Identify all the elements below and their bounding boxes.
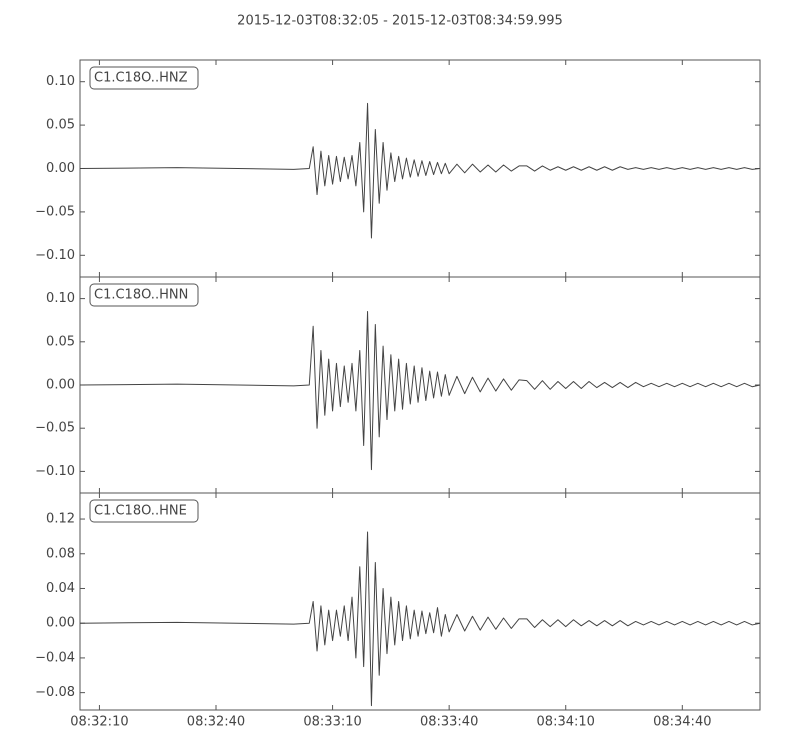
y-tick-label: 0.00 [46, 378, 75, 393]
y-tick-label: 0.00 [46, 161, 75, 176]
legend-label: C1.C18O..HNN [94, 288, 188, 303]
legend-box [89, 66, 199, 90]
x-tick-label: 08:32:40 [187, 715, 245, 730]
y-tick-label: 0.05 [46, 118, 75, 133]
panel-frame [79, 492, 761, 711]
y-tick-label: −0.04 [35, 650, 75, 665]
legend-box [89, 499, 199, 523]
legend-label: C1.C18O..HNE [94, 504, 187, 519]
y-tick-label: 0.00 [46, 616, 75, 631]
y-tick-label: −0.10 [35, 248, 75, 263]
x-tick-label: 08:32:10 [70, 715, 128, 730]
waveform [79, 531, 761, 707]
y-tick-label: 0.08 [46, 546, 75, 561]
chart-title: 2015-12-03T08:32:05 - 2015-12-03T08:34:5… [237, 14, 563, 29]
y-tick-label: −0.10 [35, 464, 75, 479]
legend-label: C1.C18O..HNZ [94, 71, 188, 86]
waveform [79, 311, 761, 471]
y-tick-label: −0.08 [35, 685, 75, 700]
waveform [79, 102, 761, 239]
legend-box [89, 283, 199, 307]
x-tick-label: 08:33:10 [303, 715, 361, 730]
y-tick-label: 0.10 [46, 291, 75, 306]
y-tick-label: −0.05 [35, 421, 75, 436]
x-tick-label: 08:33:40 [420, 715, 478, 730]
y-tick-label: 0.10 [46, 74, 75, 89]
y-tick-label: 0.04 [46, 581, 75, 596]
y-tick-label: −0.05 [35, 204, 75, 219]
x-tick-label: 08:34:10 [537, 715, 595, 730]
y-tick-label: 0.12 [46, 512, 75, 527]
x-tick-label: 08:34:40 [653, 715, 711, 730]
y-tick-label: 0.05 [46, 334, 75, 349]
